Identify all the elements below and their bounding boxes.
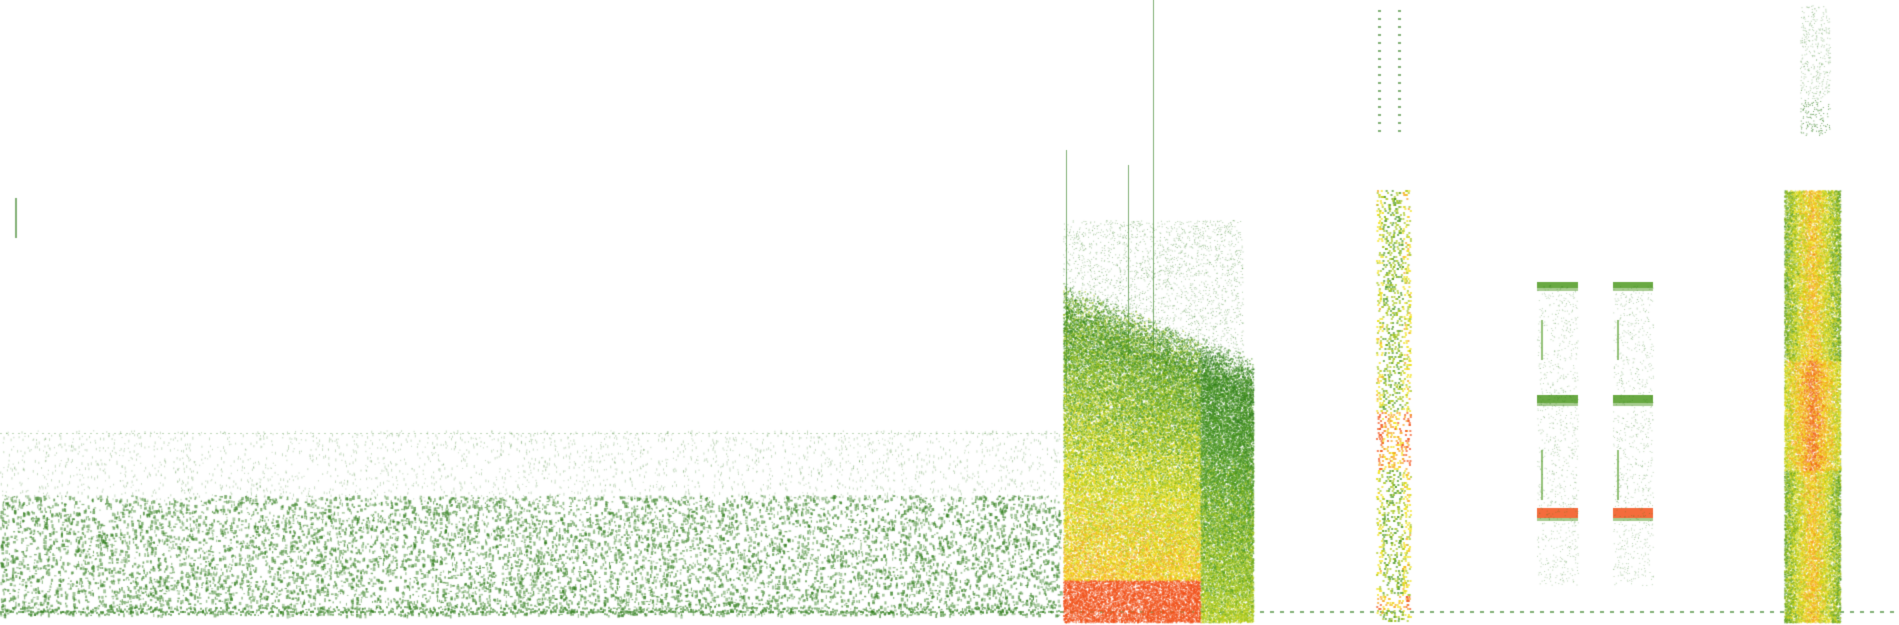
spectrogram-view bbox=[0, 0, 1899, 625]
spectrogram-canvas bbox=[0, 0, 1899, 625]
